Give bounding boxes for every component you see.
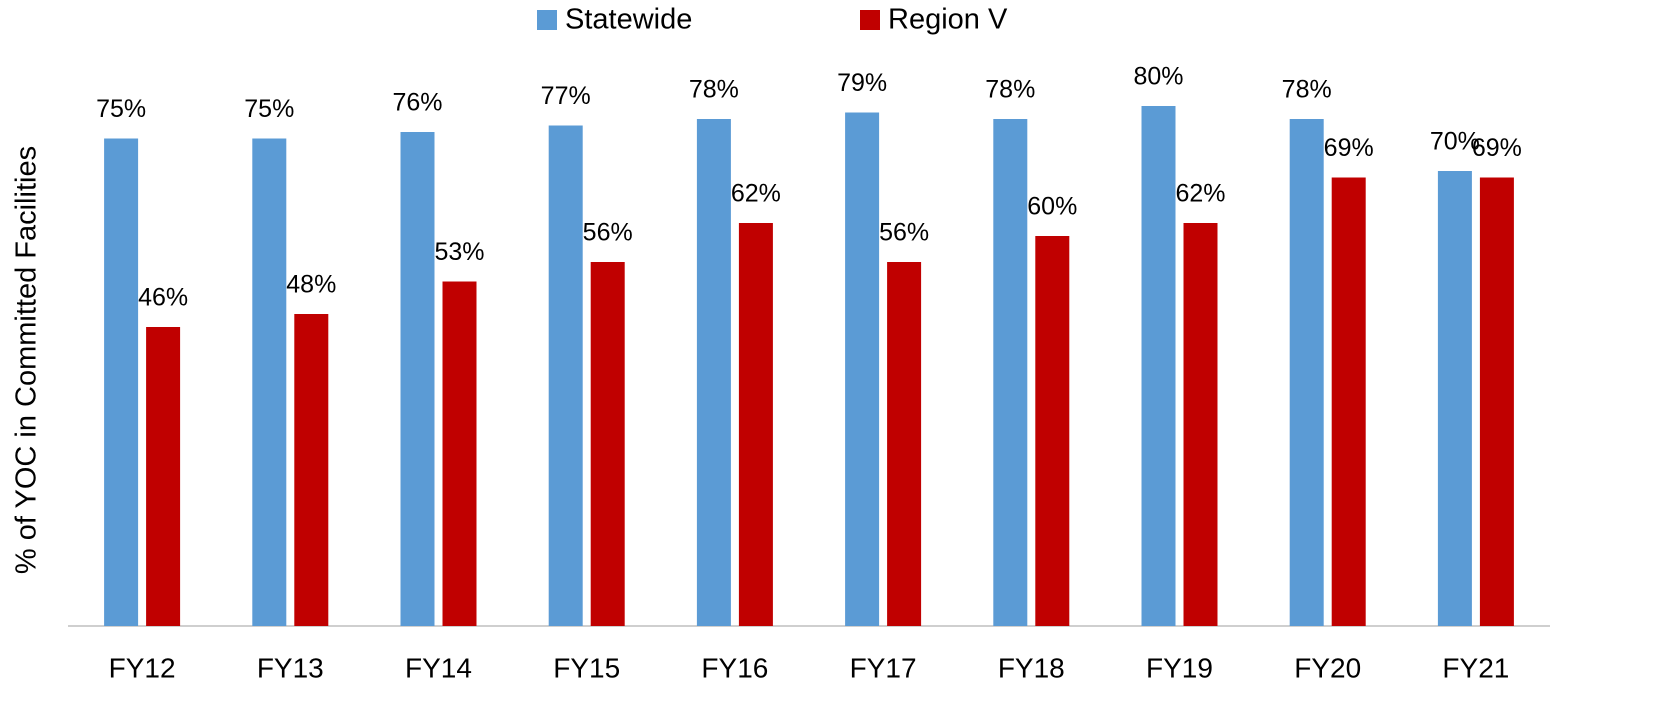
data-label: 53% xyxy=(434,238,484,266)
bar xyxy=(738,223,773,626)
data-label: 69% xyxy=(1472,134,1522,162)
bar xyxy=(1289,119,1324,626)
data-label: 80% xyxy=(1133,63,1183,91)
y-axis-label: % of YOC in Committed Facilities xyxy=(11,146,43,574)
bar xyxy=(1479,177,1514,626)
bar xyxy=(1141,106,1176,626)
data-label: 46% xyxy=(138,284,188,312)
data-label: 77% xyxy=(541,82,591,110)
data-label: 78% xyxy=(985,76,1035,104)
data-label: 56% xyxy=(879,219,929,247)
data-label: 62% xyxy=(1175,180,1225,208)
bar xyxy=(104,138,139,626)
bar xyxy=(590,262,625,626)
data-label: 69% xyxy=(1324,134,1374,162)
x-tick-label: FY18 xyxy=(998,652,1065,683)
data-label: 78% xyxy=(1282,76,1332,104)
data-label: 48% xyxy=(286,271,336,299)
data-label: 79% xyxy=(837,69,887,97)
data-label: 60% xyxy=(1027,193,1077,221)
data-label: 75% xyxy=(96,95,146,123)
bar xyxy=(252,138,287,626)
data-label: 56% xyxy=(583,219,633,247)
bar xyxy=(442,281,477,626)
data-label: 76% xyxy=(392,89,442,117)
x-tick-label: FY14 xyxy=(405,652,472,683)
bar xyxy=(1035,236,1070,626)
x-tick-label: FY16 xyxy=(701,652,768,683)
x-tick-label: FY13 xyxy=(257,652,324,683)
bar xyxy=(887,262,922,626)
bar xyxy=(548,125,583,626)
bar xyxy=(294,314,329,626)
bar xyxy=(696,119,731,626)
x-tick-label: FY17 xyxy=(850,652,917,683)
bar xyxy=(146,327,181,626)
data-label: 75% xyxy=(244,95,294,123)
legend-swatch xyxy=(537,10,557,30)
bar xyxy=(845,112,880,626)
data-label: 62% xyxy=(731,180,781,208)
bar xyxy=(1437,171,1472,626)
bar xyxy=(400,132,435,626)
data-label: 78% xyxy=(689,76,739,104)
bar xyxy=(993,119,1028,626)
legend-label: Region V xyxy=(888,4,1008,36)
x-tick-label: FY19 xyxy=(1146,652,1213,683)
legend-label: Statewide xyxy=(565,4,692,36)
data-label: 70% xyxy=(1430,128,1480,156)
x-tick-label: FY21 xyxy=(1442,652,1509,683)
x-tick-label: FY15 xyxy=(553,652,620,683)
x-tick-label: FY12 xyxy=(109,652,176,683)
bar xyxy=(1183,223,1218,626)
bar xyxy=(1331,177,1366,626)
legend-swatch xyxy=(860,10,880,30)
x-tick-label: FY20 xyxy=(1294,652,1361,683)
